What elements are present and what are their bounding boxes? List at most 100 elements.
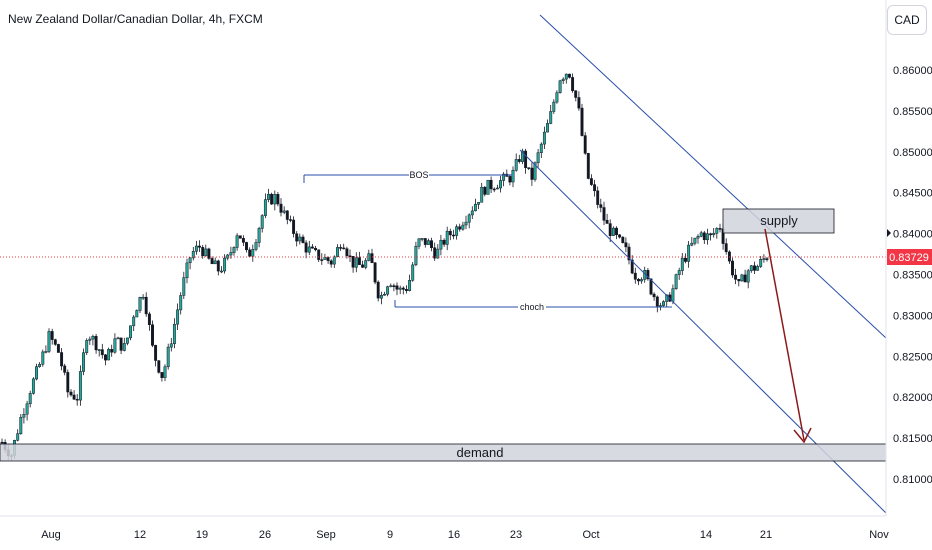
candle-body xyxy=(618,234,622,238)
candle-body xyxy=(166,346,170,368)
candle-body xyxy=(423,238,427,245)
candle-body xyxy=(552,101,556,112)
y-tick-label: 0.83500 xyxy=(893,270,932,282)
candle-body xyxy=(621,236,625,243)
candle-body xyxy=(207,248,211,259)
candle-body xyxy=(238,235,242,239)
candle-body xyxy=(191,251,195,259)
candle-body xyxy=(210,258,214,265)
candle-body xyxy=(292,219,296,234)
candle-body xyxy=(420,238,424,240)
candle-body xyxy=(267,193,270,200)
candle xyxy=(593,179,597,197)
candle xyxy=(527,167,531,170)
candle-body xyxy=(122,343,126,351)
x-tick-label: 9 xyxy=(387,529,393,541)
candle xyxy=(176,303,180,330)
candle-body xyxy=(740,274,744,282)
candle xyxy=(652,292,656,301)
candle xyxy=(765,257,769,262)
candle-body xyxy=(88,338,92,341)
candle-body xyxy=(633,272,637,280)
candle-body xyxy=(179,295,183,311)
candle-body xyxy=(677,270,681,275)
candle-body xyxy=(75,398,79,401)
candle xyxy=(596,186,600,209)
candle xyxy=(473,198,477,212)
candle-body xyxy=(107,349,111,361)
candle-body xyxy=(524,150,528,168)
last-price-tag[interactable] xyxy=(887,249,932,265)
candle xyxy=(220,266,223,274)
candle-body xyxy=(282,210,286,213)
x-tick-label: 19 xyxy=(196,529,208,541)
candle xyxy=(414,241,418,267)
candle-body xyxy=(430,240,433,248)
candle xyxy=(709,232,713,241)
demand-zone[interactable] xyxy=(0,443,887,462)
candle-body xyxy=(307,246,311,253)
candle-body xyxy=(417,238,421,247)
candle xyxy=(188,257,192,270)
candle-body xyxy=(480,186,484,203)
candle-body xyxy=(461,224,465,230)
candle xyxy=(16,429,20,442)
candle-body xyxy=(28,393,32,405)
candle xyxy=(25,400,29,421)
candle-body xyxy=(687,244,691,262)
candle xyxy=(72,390,76,400)
candle-body xyxy=(314,247,317,251)
candle-body xyxy=(361,264,365,268)
candle-body xyxy=(310,246,314,249)
candle xyxy=(267,188,270,203)
candle xyxy=(615,226,618,240)
candle xyxy=(461,221,465,231)
candle xyxy=(138,296,142,314)
candle xyxy=(270,192,274,205)
supply-zone[interactable] xyxy=(722,208,835,234)
candle xyxy=(298,233,302,245)
candle-body xyxy=(69,391,73,396)
candle-body xyxy=(241,238,245,243)
x-tick-label: 12 xyxy=(134,529,146,541)
candle xyxy=(201,244,205,259)
candle xyxy=(655,295,659,313)
candle xyxy=(408,274,412,292)
candle xyxy=(448,228,452,241)
candle xyxy=(251,244,255,262)
candle xyxy=(279,198,283,217)
candle xyxy=(56,343,60,353)
candle xyxy=(113,333,117,354)
candle xyxy=(452,229,455,240)
candle xyxy=(442,238,446,247)
candle xyxy=(63,363,67,376)
candle-body xyxy=(147,313,151,325)
candle xyxy=(514,153,518,172)
candle xyxy=(135,309,139,318)
candle-body xyxy=(753,265,756,271)
currency-button[interactable]: CAD xyxy=(887,5,927,35)
projection-arrow-line[interactable] xyxy=(764,228,805,441)
candle-body xyxy=(169,343,173,348)
candle-body xyxy=(652,293,656,298)
candle-body xyxy=(680,257,684,271)
candle xyxy=(329,259,333,268)
candle-body xyxy=(759,259,763,267)
channel-upper-line[interactable] xyxy=(539,14,887,339)
candle-body xyxy=(336,247,339,257)
candle xyxy=(561,77,565,84)
candle xyxy=(737,279,741,287)
x-axis[interactable]: Aug 12 19 26 Sep 9 16 23 Oct 14 21 Nov xyxy=(41,529,889,541)
candle xyxy=(731,257,734,278)
candle-body xyxy=(223,257,227,272)
candle xyxy=(82,348,85,376)
candle-body xyxy=(489,179,493,190)
candle xyxy=(169,338,173,352)
y-axis[interactable]: 0.86000 0.85500 0.85000 0.84500 0.84000 0.835… xyxy=(893,65,932,486)
candle xyxy=(248,247,252,257)
candle-body xyxy=(624,242,628,248)
candle-body xyxy=(154,345,158,361)
candle-body xyxy=(640,279,644,282)
candle xyxy=(104,354,107,366)
